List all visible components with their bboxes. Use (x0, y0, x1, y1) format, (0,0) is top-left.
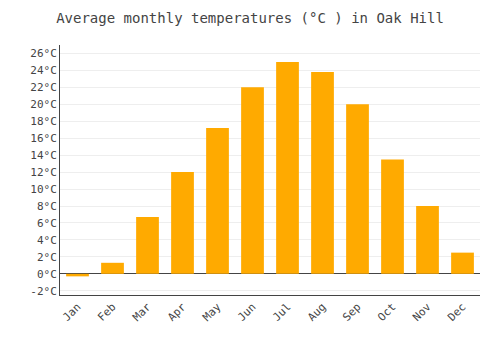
svg-text:Jul: Jul (270, 301, 293, 324)
svg-text:6°C: 6°C (37, 217, 57, 230)
svg-text:2°C: 2°C (37, 251, 57, 264)
svg-text:Jun: Jun (235, 301, 258, 324)
svg-text:24°C: 24°C (30, 64, 57, 77)
svg-text:Sep: Sep (340, 301, 363, 324)
svg-text:12°C: 12°C (30, 166, 57, 179)
svg-text:Dec: Dec (445, 301, 468, 324)
svg-text:4°C: 4°C (37, 234, 57, 247)
svg-text:16°C: 16°C (30, 132, 57, 145)
svg-text:Nov: Nov (410, 300, 434, 324)
svg-text:14°C: 14°C (30, 149, 57, 162)
svg-text:Oct: Oct (375, 301, 398, 324)
svg-text:20°C: 20°C (30, 98, 57, 111)
svg-text:Feb: Feb (95, 301, 118, 324)
svg-text:Aug: Aug (305, 301, 328, 324)
svg-text:Apr: Apr (165, 300, 189, 324)
svg-text:0°C: 0°C (37, 268, 57, 281)
svg-text:May: May (200, 300, 224, 324)
svg-text:22°C: 22°C (30, 81, 57, 94)
svg-text:-2°C: -2°C (30, 285, 57, 298)
svg-text:18°C: 18°C (30, 115, 57, 128)
svg-text:Mar: Mar (130, 300, 154, 324)
svg-text:Average monthly temperatures (: Average monthly temperatures (°C ) in Oa… (56, 10, 444, 26)
svg-text:10°C: 10°C (30, 183, 57, 196)
svg-text:8°C: 8°C (37, 200, 57, 213)
svg-text:Jan: Jan (60, 301, 83, 324)
svg-text:26°C: 26°C (30, 47, 57, 60)
